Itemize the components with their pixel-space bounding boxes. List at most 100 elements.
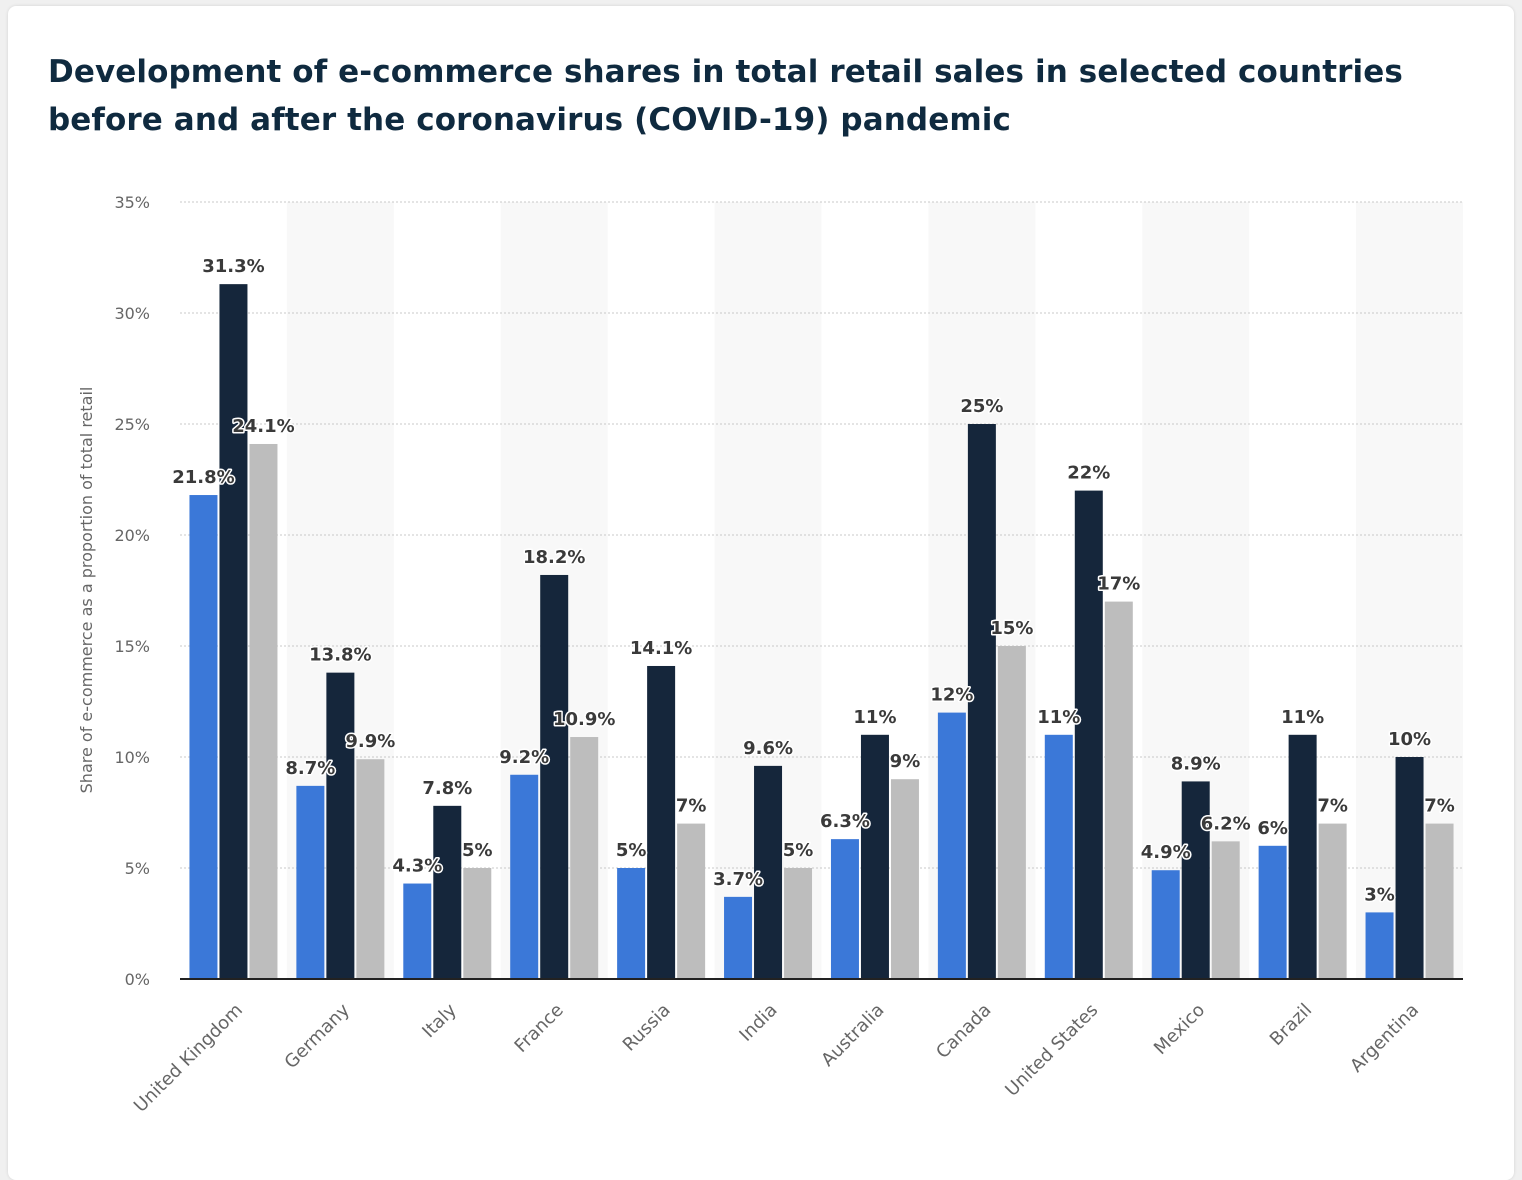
bar bbox=[1181, 781, 1210, 979]
data-label: 12% bbox=[930, 685, 973, 706]
bar bbox=[647, 665, 676, 979]
bar bbox=[1151, 870, 1180, 979]
bar bbox=[997, 646, 1026, 979]
x-category-label: Brazil bbox=[1266, 1000, 1316, 1050]
data-label: 3% bbox=[1364, 884, 1395, 905]
x-category-label: Italy bbox=[418, 999, 461, 1042]
x-category-label: India bbox=[735, 1000, 781, 1046]
x-category-label: Australia bbox=[817, 1000, 888, 1071]
x-axis-categories: United Kingdom Germany Italy France Russia In… bbox=[130, 999, 1423, 1116]
bar bbox=[356, 759, 385, 979]
y-tick-label: 30% bbox=[114, 304, 150, 323]
bar bbox=[967, 424, 996, 979]
bar bbox=[830, 839, 859, 979]
y-tick-label: 20% bbox=[114, 526, 150, 545]
bar bbox=[1395, 757, 1424, 979]
y-tick-label: 35% bbox=[114, 193, 150, 212]
data-label: 7% bbox=[1424, 796, 1455, 817]
y-tick-label: 10% bbox=[114, 748, 150, 767]
x-category-label: United Kingdom bbox=[130, 1000, 247, 1117]
x-category-label: United States bbox=[1001, 1000, 1102, 1101]
data-label: 14.1% bbox=[630, 638, 692, 659]
data-label: 13.8% bbox=[309, 645, 371, 666]
bar bbox=[433, 805, 462, 979]
bar bbox=[296, 785, 325, 979]
bar bbox=[1365, 912, 1394, 979]
y-axis-title: Share of e-commerce as a proportion of t… bbox=[77, 387, 96, 794]
bar bbox=[463, 868, 492, 979]
data-label: 24.1% bbox=[232, 416, 294, 437]
y-tick-label: 15% bbox=[114, 637, 150, 656]
bar bbox=[570, 737, 599, 979]
data-label: 8.7% bbox=[285, 758, 335, 779]
bar bbox=[510, 774, 539, 979]
data-label: 11% bbox=[1281, 707, 1324, 728]
x-category-label: Mexico bbox=[1150, 1000, 1209, 1059]
bar bbox=[1318, 823, 1347, 979]
data-label: 8.9% bbox=[1171, 753, 1221, 774]
data-label: 4.9% bbox=[1141, 842, 1191, 863]
bar bbox=[219, 284, 248, 979]
data-label: 9% bbox=[890, 751, 921, 772]
data-labels: 21.8% 8.7% 4.3% 9.2% 5% 3.7% 6.3% 12% 11% 4.9% 6% 3… bbox=[171, 255, 1457, 907]
data-label: 18.2% bbox=[523, 547, 585, 568]
bar bbox=[1288, 734, 1317, 979]
bar bbox=[326, 672, 355, 979]
bar bbox=[754, 765, 783, 979]
data-label: 3.7% bbox=[713, 869, 763, 890]
data-label: 5% bbox=[616, 840, 647, 861]
bar bbox=[1044, 734, 1073, 979]
data-label: 5% bbox=[462, 840, 493, 861]
bar bbox=[890, 779, 919, 979]
y-tick-label: 25% bbox=[114, 415, 150, 434]
x-category-label: Argentina bbox=[1346, 1000, 1423, 1077]
data-label: 5% bbox=[783, 840, 814, 861]
data-label: 15% bbox=[990, 618, 1033, 639]
bar bbox=[1211, 841, 1240, 979]
data-label: 7% bbox=[1317, 796, 1348, 817]
bar bbox=[1104, 601, 1133, 979]
y-tick-label: 0% bbox=[125, 970, 150, 989]
data-label: 9.9% bbox=[345, 731, 395, 752]
data-label: 17% bbox=[1097, 574, 1140, 595]
x-category-label: France bbox=[511, 1000, 568, 1057]
data-label: 11% bbox=[853, 707, 896, 728]
bar bbox=[189, 495, 218, 979]
y-tick-label: 5% bbox=[125, 859, 150, 878]
bar bbox=[617, 868, 646, 979]
data-label: 4.3% bbox=[392, 856, 442, 877]
data-label: 10.9% bbox=[553, 709, 615, 730]
y-axis-ticks: 0% 5% 10% 15% 20% 25% 30% 35% bbox=[114, 193, 150, 989]
bar bbox=[784, 868, 813, 979]
bar bbox=[937, 712, 966, 979]
data-label: 9.2% bbox=[499, 747, 549, 768]
bar bbox=[1074, 490, 1103, 979]
data-label: 11% bbox=[1037, 707, 1080, 728]
data-label: 21.8% bbox=[172, 467, 234, 488]
data-label: 6.3% bbox=[820, 811, 870, 832]
data-label: 10% bbox=[1388, 729, 1431, 750]
bar bbox=[724, 896, 753, 979]
data-label: 25% bbox=[960, 396, 1003, 417]
bar bbox=[403, 883, 432, 979]
data-label: 6.2% bbox=[1201, 813, 1251, 834]
data-label: 7.8% bbox=[422, 778, 472, 799]
bar bbox=[677, 823, 706, 979]
gridlines bbox=[180, 201, 1463, 869]
bar bbox=[540, 574, 569, 979]
x-category-label: Canada bbox=[932, 1000, 995, 1063]
bar bbox=[860, 734, 889, 979]
bar bbox=[1258, 845, 1287, 979]
data-label: 22% bbox=[1067, 463, 1110, 484]
data-label: 31.3% bbox=[202, 256, 264, 277]
data-label: 7% bbox=[676, 796, 707, 817]
bars bbox=[189, 284, 1454, 980]
data-label: 9.6% bbox=[743, 738, 793, 759]
chart-title: Development of e-commerce shares in tota… bbox=[48, 54, 1403, 138]
x-category-label: Russia bbox=[619, 1000, 675, 1056]
bar bbox=[249, 443, 278, 980]
bar bbox=[1425, 823, 1454, 979]
x-category-label: Germany bbox=[281, 999, 355, 1073]
data-label: 6% bbox=[1257, 818, 1288, 839]
